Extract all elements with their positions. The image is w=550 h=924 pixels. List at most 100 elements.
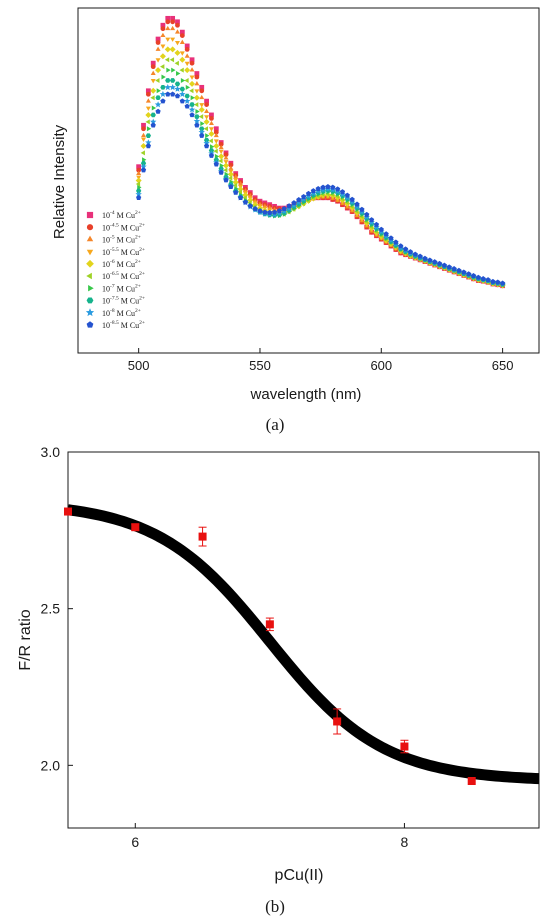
chart-a-data-point (407, 249, 414, 255)
chart-a-data-point (170, 25, 176, 31)
chart-a-data-point (213, 139, 219, 144)
chart-a-data-point (145, 106, 151, 111)
chart-a-data-point (184, 53, 190, 58)
chart-a-legend-item: 10-7.5 M Cu2+ (86, 296, 145, 306)
chart-a-legend-item: 10-8.5 M Cu2+ (86, 320, 145, 330)
chart-b-y-tick-label: 2.5 (41, 601, 61, 617)
chart-b-y-tick-label: 2.0 (41, 757, 61, 773)
chart-a-data-point (373, 221, 380, 227)
chart-a-data-point (213, 132, 219, 138)
chart-a-data-point (232, 182, 238, 188)
chart-a-data-point (213, 161, 219, 167)
chart-b: F/R ratio pCu(II) 6 8 2.0 2.5 3.0 (17, 444, 540, 884)
chart-a-data-point (194, 81, 200, 86)
chart-b-ylabel: F/R ratio (17, 609, 34, 670)
chart-a-data-point (136, 170, 142, 176)
chart-a-data-point (368, 217, 375, 223)
chart-a-data-point (271, 209, 278, 215)
chart-a-data-point (237, 194, 244, 200)
chart-a-data-point (189, 88, 194, 94)
chart-a-data-point (165, 37, 171, 42)
chart-a-data-point (257, 208, 263, 214)
chart-a-data-point (193, 117, 201, 124)
chart-a-data-point (227, 175, 233, 181)
chart-a-data-point (155, 40, 161, 45)
chart-a-data-point (193, 94, 200, 101)
chart-a-data-point (383, 231, 389, 237)
chart-b-data-point (333, 708, 342, 735)
chart-a-data-point (141, 122, 146, 128)
chart-b-points (64, 507, 476, 785)
chart-a-data-point (194, 122, 200, 128)
chart-a: Relative Intensity wavelength (nm) 500 55… (51, 7, 540, 403)
chart-a-data-point (150, 122, 156, 128)
chart-a-data-point (199, 94, 205, 100)
chart-a-data-point (165, 78, 171, 83)
chart-a-legend-marker (86, 211, 94, 219)
chart-a-legend-item: 10-6.5 M Cu2+ (86, 271, 145, 281)
chart-a-data-point (276, 208, 283, 214)
chart-a-data-point (155, 46, 161, 51)
chart-a-data-point (170, 19, 176, 25)
chart-b-data-point (265, 617, 274, 632)
chart-a-legend-marker (86, 321, 94, 328)
chart-a-x-tick-label: 600 (370, 358, 392, 373)
chart-a-data-point (175, 22, 180, 28)
chart-a-data-point (228, 183, 234, 189)
chart-a-data-point (198, 128, 205, 135)
chart-a-data-point (155, 58, 161, 63)
chart-a-data-point (184, 77, 189, 83)
chart-a-legend-marker (86, 235, 94, 242)
chart-a-data-point (208, 127, 214, 132)
chart-a-data-point (171, 67, 176, 73)
chart-a-data-point (203, 143, 210, 149)
chart-a-data-point (184, 43, 190, 49)
chart-a-data-point (145, 91, 151, 97)
chart-a-legend-marker (86, 224, 94, 231)
chart-b-x-tick-label: 6 (131, 834, 139, 850)
chart-a-data-point (301, 193, 307, 199)
chart-a-data-point (141, 126, 146, 132)
chart-a-legend-label: 10-5 M Cu2+ (102, 235, 141, 245)
chart-a-data-point (490, 278, 496, 284)
chart-b-marker (400, 742, 409, 751)
chart-a-x-tick-label: 650 (492, 358, 514, 373)
chart-a-legend-label: 10-7 M Cu2+ (102, 283, 141, 293)
chart-b-marker (265, 620, 274, 629)
chart-a-data-point (296, 197, 302, 203)
chart-a-data-point (208, 120, 214, 126)
chart-a-data-point (412, 251, 418, 257)
chart-b-x-tick-label: 8 (401, 834, 409, 850)
chart-a-data-point (209, 116, 214, 121)
chart-a-data-point (146, 126, 152, 132)
chart-a-legend-item: 10-4 M Cu2+ (86, 210, 141, 220)
chart-a-data-point (242, 191, 249, 198)
chart-a-data-point (233, 174, 239, 179)
chart-a-data-point (155, 95, 161, 100)
chart-a-legend-item: 10-7 M Cu2+ (88, 283, 141, 293)
chart-a-data-point (189, 75, 195, 80)
chart-a-data-point (166, 67, 171, 73)
chart-a-data-point (203, 118, 210, 125)
chart-a-data-point (179, 51, 185, 56)
chart-a-data-point (218, 141, 224, 147)
chart-a-data-point (204, 102, 209, 107)
chart-a-data-point (223, 167, 228, 173)
chart-a-data-point (480, 276, 486, 282)
chart-a-data-point (151, 105, 157, 111)
chart-a-legend-label: 10-4 M Cu2+ (102, 210, 141, 220)
chart-a-data-point (388, 235, 394, 241)
chart-a-data-point (184, 93, 190, 99)
chart-a-data-point (237, 186, 244, 193)
chart-a-data-point (238, 181, 244, 186)
chart-a-data-point (422, 255, 428, 261)
chart-a-data-point (184, 103, 190, 109)
chart-a-data-point (135, 190, 142, 198)
chart-a-data-point (205, 133, 210, 139)
chart-a-data-point (174, 85, 181, 92)
chart-b-plot-frame (67, 451, 540, 829)
chart-a-data-point (150, 87, 157, 94)
chart-a-data-point (170, 37, 176, 42)
chart-b-marker (64, 507, 72, 516)
chart-a-data-point (140, 143, 147, 149)
